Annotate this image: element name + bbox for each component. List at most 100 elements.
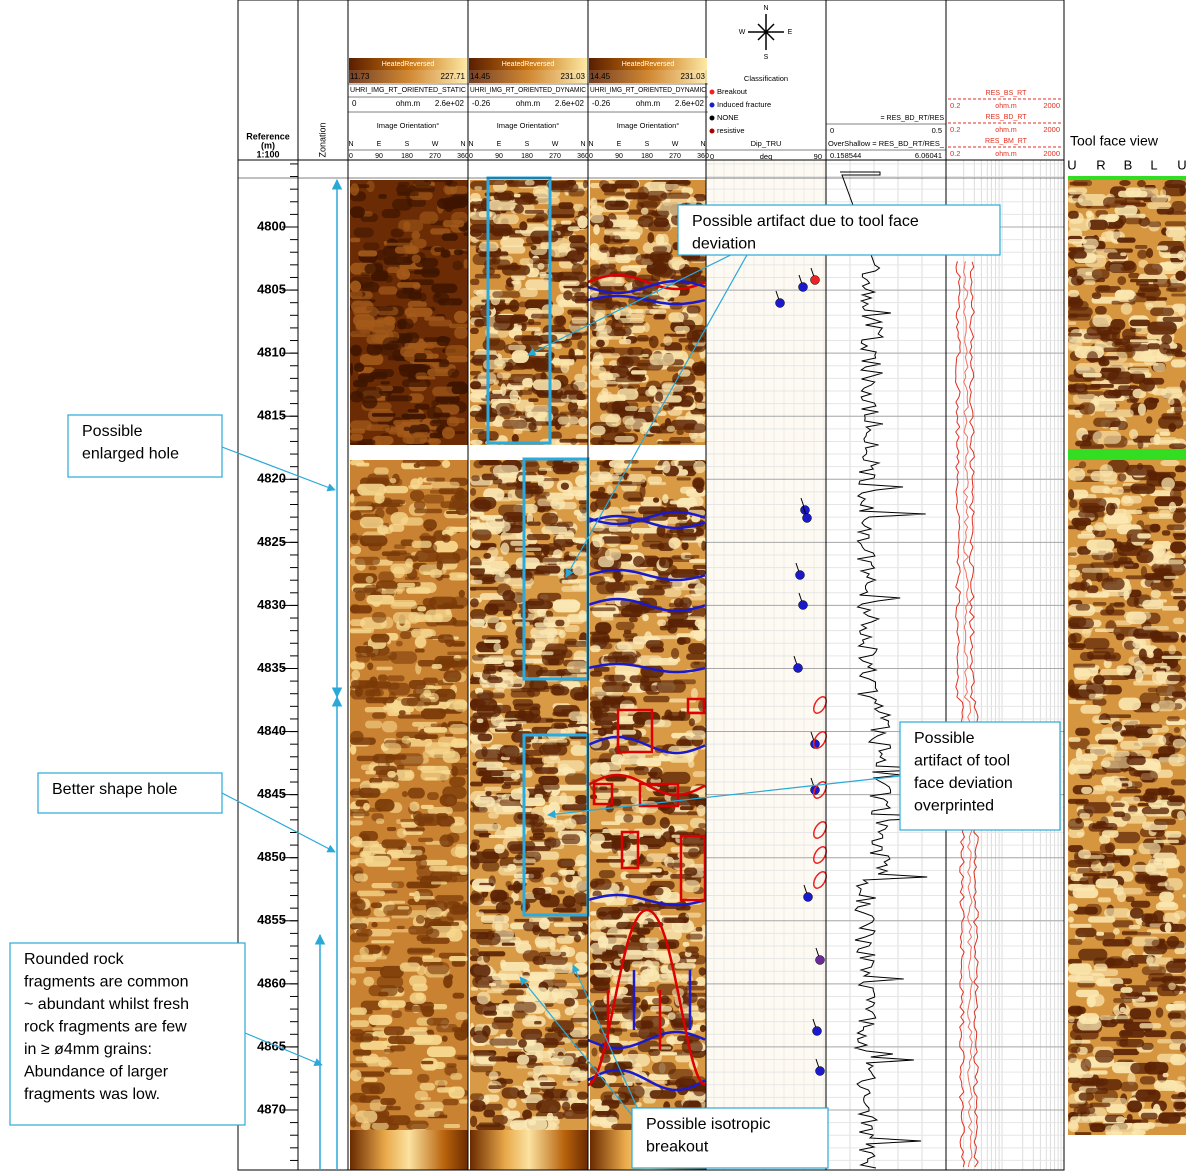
image-blob bbox=[444, 197, 453, 206]
image-blob bbox=[404, 1006, 433, 1012]
image-blob bbox=[567, 661, 588, 673]
image-blob bbox=[451, 763, 468, 769]
image-blob bbox=[590, 645, 601, 652]
image-blob bbox=[1151, 590, 1161, 599]
image-blob bbox=[590, 607, 616, 611]
image-blob bbox=[650, 647, 664, 653]
image-blob bbox=[512, 1123, 525, 1130]
image-texture bbox=[470, 460, 588, 1130]
image-blob bbox=[648, 1074, 670, 1080]
image-blob bbox=[1069, 1104, 1093, 1108]
image-blob bbox=[633, 556, 644, 567]
image-blob bbox=[1168, 645, 1176, 655]
image-blob bbox=[470, 598, 479, 607]
image-blob bbox=[435, 1080, 448, 1085]
image-blob bbox=[430, 490, 454, 494]
image-blob bbox=[617, 641, 645, 649]
image-blob bbox=[381, 999, 388, 1005]
image-blob bbox=[1095, 769, 1107, 774]
image-blob bbox=[1068, 405, 1085, 409]
image-blob bbox=[450, 768, 468, 775]
image-blob bbox=[1119, 1039, 1144, 1047]
image-blob bbox=[376, 819, 384, 824]
image-blob bbox=[364, 1077, 378, 1081]
image-blob bbox=[350, 820, 363, 825]
image-blob bbox=[518, 709, 526, 716]
image-blob bbox=[551, 1020, 574, 1033]
image-blob bbox=[1167, 716, 1180, 721]
image-blob bbox=[415, 649, 425, 653]
image-blob bbox=[402, 736, 411, 744]
image-blob bbox=[372, 612, 386, 623]
image-blob bbox=[492, 305, 518, 308]
image-blob bbox=[514, 901, 521, 905]
image-blob bbox=[532, 815, 545, 827]
image-blob bbox=[1079, 1093, 1095, 1101]
image-blob bbox=[1125, 187, 1142, 197]
image-blob bbox=[1121, 495, 1131, 503]
image-blob bbox=[1079, 503, 1101, 513]
image-blob bbox=[575, 217, 583, 220]
image-blob bbox=[1148, 221, 1161, 227]
image-blob bbox=[350, 434, 363, 441]
image-blob bbox=[356, 463, 370, 467]
image-blob bbox=[367, 917, 390, 921]
image-blob bbox=[417, 606, 426, 611]
image-blob bbox=[479, 309, 491, 316]
image-blob bbox=[1146, 248, 1153, 258]
image-blob bbox=[515, 855, 522, 861]
image-blob bbox=[1127, 1114, 1133, 1122]
image-blob bbox=[1094, 522, 1106, 531]
image-blob bbox=[350, 745, 356, 755]
image-blob bbox=[1075, 441, 1092, 446]
image-blob bbox=[1094, 964, 1108, 971]
image-blob bbox=[553, 539, 574, 547]
image-blob bbox=[568, 930, 579, 936]
image-blob bbox=[409, 1027, 428, 1031]
image-blob bbox=[350, 1063, 368, 1067]
image-blob bbox=[662, 494, 668, 503]
image-blob bbox=[669, 1035, 675, 1046]
image-blob bbox=[1090, 747, 1108, 756]
image-blob bbox=[489, 1038, 517, 1045]
image-blob bbox=[568, 348, 574, 359]
image-blob bbox=[451, 596, 468, 607]
image-blob bbox=[350, 1007, 367, 1014]
image-blob bbox=[422, 957, 442, 961]
image-blob bbox=[547, 805, 553, 813]
image-blob bbox=[472, 529, 492, 540]
image-blob bbox=[407, 698, 432, 707]
image-blob bbox=[445, 345, 468, 358]
image-blob bbox=[558, 417, 579, 425]
image-blob bbox=[618, 384, 640, 388]
image-blob bbox=[646, 853, 668, 862]
image-blob bbox=[556, 904, 583, 913]
image-blob bbox=[398, 365, 422, 372]
image-blob bbox=[605, 201, 629, 210]
image-blob bbox=[1167, 800, 1183, 806]
image-blob bbox=[1160, 189, 1166, 197]
image-blob bbox=[511, 691, 535, 698]
image-blob bbox=[367, 662, 373, 670]
image-blob bbox=[1174, 403, 1182, 414]
image-blob bbox=[579, 967, 588, 973]
image-blob bbox=[397, 926, 405, 929]
image-blob bbox=[623, 814, 633, 822]
image-blob bbox=[1068, 525, 1079, 529]
image-blob bbox=[1173, 588, 1184, 593]
image-blob bbox=[530, 627, 557, 638]
image-blob bbox=[1112, 1049, 1140, 1055]
image-blob bbox=[1173, 511, 1186, 523]
image-blob bbox=[1155, 560, 1183, 565]
image-blob bbox=[412, 254, 421, 263]
image-blob bbox=[375, 799, 395, 811]
image-blob bbox=[455, 1055, 468, 1059]
image-blob bbox=[557, 890, 565, 894]
image-blob bbox=[1160, 924, 1186, 932]
image-blob bbox=[470, 587, 498, 590]
image-blob bbox=[450, 1073, 462, 1080]
image-blob bbox=[687, 305, 701, 313]
image-blob bbox=[461, 924, 468, 931]
image-blob bbox=[376, 250, 386, 261]
image-blob bbox=[350, 629, 374, 633]
